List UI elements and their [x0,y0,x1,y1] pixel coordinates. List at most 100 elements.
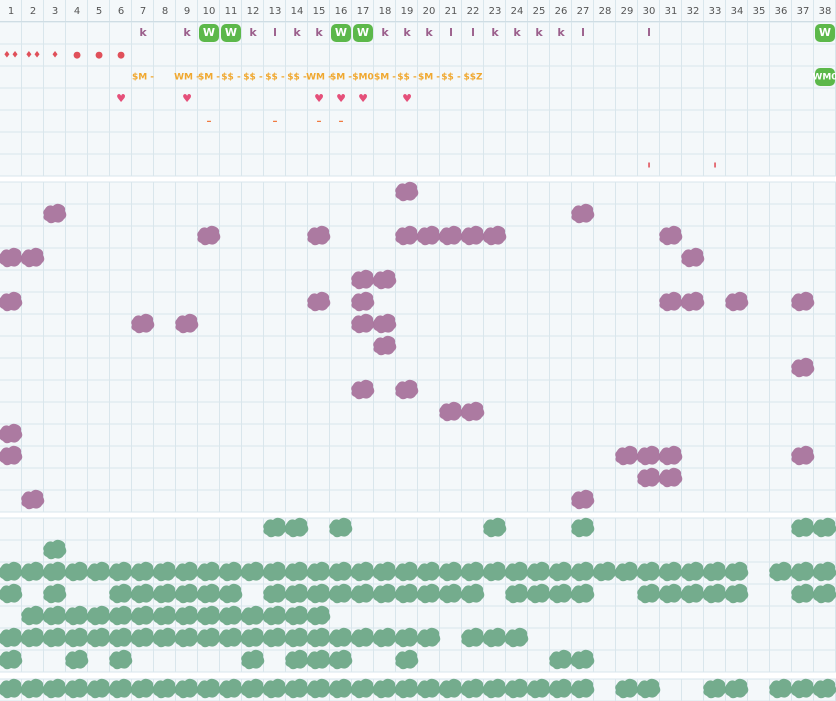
purple-blob [461,225,485,246]
green-blob [43,561,67,582]
purple-blob [395,225,419,246]
column-number: 25 [533,6,546,17]
purple-blob [43,203,67,224]
column-number: 29 [621,6,634,17]
badge [331,24,351,42]
green-blob [285,605,309,626]
column-number: 31 [665,6,678,17]
cell-label: k [139,26,147,39]
green-blob [483,517,507,538]
column-number: 6 [118,6,124,17]
green-blob [681,561,705,582]
green-blob [659,561,683,582]
column-number: 30 [643,6,656,17]
green-blob [241,605,265,626]
cell-label: k [293,26,301,39]
purple-blob [197,225,221,246]
purple-blob [351,269,375,290]
purple-blob [483,225,507,246]
column-number: 34 [731,6,744,17]
cell-label: l [273,26,277,39]
purple-blob [791,445,815,466]
cell-label: $$Z [463,73,483,83]
cell-label: k [491,26,499,39]
column-number: 9 [184,6,190,17]
green-blob [813,583,836,604]
green-blob [241,627,265,648]
green-blob [351,583,375,604]
green-blob [307,649,331,670]
column-number: 14 [291,6,304,17]
cell-label: $M - [198,73,220,83]
purple-blob [791,291,815,312]
section-divider [0,512,836,518]
green-blob [791,517,815,538]
green-blob [43,605,67,626]
green-blob [725,561,749,582]
green-blob [153,561,177,582]
green-blob [703,561,727,582]
purple-blob [351,291,375,312]
column-number: 1 [8,6,14,17]
green-blob [549,678,573,699]
cell-label: – [207,116,212,127]
purple-blob [615,445,639,466]
green-blob [307,605,331,626]
green-blob [43,583,67,604]
cell-label: l [581,26,585,39]
green-blob [87,678,111,699]
green-blob [131,605,155,626]
green-blob [285,649,309,670]
cell-label: $M - [374,73,396,83]
purple-blob [681,291,705,312]
green-blob [549,561,573,582]
green-blob [593,561,617,582]
cell-label: WM0 [812,73,836,83]
purple-blob [395,181,419,202]
green-blob [285,561,309,582]
column-number: 22 [467,6,480,17]
green-blob [109,583,133,604]
green-blob [153,583,177,604]
green-blob [351,678,375,699]
purple-blob [681,247,705,268]
green-blob [329,627,353,648]
cell-label: WM - [174,73,200,83]
cell-label: ● [73,51,81,61]
green-blob [307,561,331,582]
column-number: 32 [687,6,700,17]
green-blob [21,605,45,626]
green-blob [219,627,243,648]
section-divider [0,672,836,679]
column-number: 24 [511,6,524,17]
green-blob [703,678,727,699]
badge [353,24,373,42]
column-number: 37 [797,6,810,17]
green-blob [527,678,551,699]
cell-label: k [557,26,565,39]
purple-blob [439,225,463,246]
cell-label: l [647,26,651,39]
green-blob [21,627,45,648]
green-blob [175,605,199,626]
column-number: 10 [203,6,216,17]
cell-label: k [403,26,411,39]
green-blob [307,627,331,648]
cell-label: W [819,26,831,39]
purple-blob [659,225,683,246]
green-blob [109,561,133,582]
purple-blob [131,313,155,334]
green-blob [65,627,89,648]
green-blob [505,583,529,604]
green-blob [329,561,353,582]
purple-blob [373,313,397,334]
column-number: 11 [225,6,238,17]
purple-blob [637,467,661,488]
green-blob [263,627,287,648]
green-blob [637,583,661,604]
green-blob [307,678,331,699]
green-blob [219,678,243,699]
green-blob [571,678,595,699]
green-blob [0,561,23,582]
badge [199,24,219,42]
